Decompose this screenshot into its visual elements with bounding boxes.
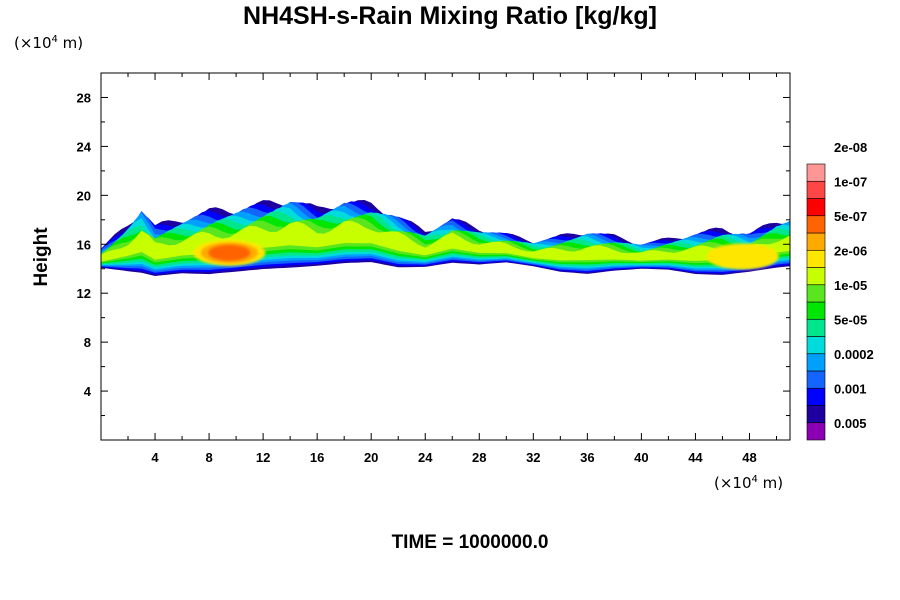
x-axis-ticks: 4 8 12 16 20 24 28 32 36 40 44 48 bbox=[127, 73, 777, 465]
colorbar-label-0: 0.005 bbox=[834, 416, 867, 431]
x-tick-label-6: 28 bbox=[472, 450, 486, 465]
time-footer: TIME = 1000000.0 bbox=[391, 532, 549, 553]
x-tick-label-9: 40 bbox=[634, 450, 648, 465]
colorbar-swatch-13 bbox=[806, 198, 826, 217]
x-tick-label-8: 36 bbox=[580, 450, 594, 465]
colorbar-label-1: 0.001 bbox=[834, 381, 867, 396]
x-axis-unit: (×104 m) bbox=[714, 474, 783, 492]
y-unit-suffix: m) bbox=[57, 34, 84, 52]
mixing-ratio-field bbox=[101, 200, 790, 276]
colorbar-swatch-5 bbox=[806, 336, 826, 355]
field-core-2-10 bbox=[706, 243, 779, 270]
chart-title: NH4SH-s-Rain Mixing Ratio [kg/kg] bbox=[243, 2, 657, 30]
y-axis-ticks: 4 8 12 16 20 24 28 bbox=[77, 90, 790, 417]
colorbar-swatch-7 bbox=[806, 301, 826, 320]
field-core-0-12 bbox=[208, 244, 251, 261]
x-tick-label-0: 4 bbox=[151, 450, 159, 465]
x-tick-label-10: 44 bbox=[688, 450, 703, 465]
colorbar-swatch-12 bbox=[806, 215, 826, 234]
colorbar-swatch-8 bbox=[806, 284, 826, 303]
plot-frame bbox=[100, 72, 791, 441]
colorbar-label-2: 0.0002 bbox=[834, 347, 874, 362]
y-tick-label-0: 4 bbox=[84, 384, 92, 399]
colorbar-label-7: 1e-07 bbox=[834, 174, 867, 189]
colorbar-swatch-14 bbox=[806, 180, 826, 199]
colorbar-swatch-0 bbox=[806, 422, 826, 441]
x-unit-prefix: (×10 bbox=[714, 474, 752, 492]
colorbar-label-4: 1e-05 bbox=[834, 278, 867, 293]
x-unit-suffix: m) bbox=[757, 474, 784, 492]
y-tick-label-5: 24 bbox=[77, 139, 92, 154]
x-tick-label-7: 32 bbox=[526, 450, 540, 465]
colorbar-label-6: 5e-07 bbox=[834, 209, 867, 224]
y-tick-label-1: 8 bbox=[84, 335, 91, 350]
colorbar-swatch-11 bbox=[806, 232, 826, 251]
y-tick-label-2: 12 bbox=[77, 286, 91, 301]
field-layer-8 bbox=[101, 220, 790, 262]
x-unit-exponent: 4 bbox=[751, 474, 758, 485]
colorbar-swatch-1 bbox=[806, 405, 826, 424]
colorbar-swatch-3 bbox=[806, 370, 826, 389]
colorbar-swatch-4 bbox=[806, 353, 826, 372]
colorbar-swatch-2 bbox=[806, 387, 826, 406]
colorbar-swatch-15 bbox=[806, 163, 826, 182]
colorbar: 0.005 0.001 0.0002 5e-05 1e-05 2e-06 5e-07 1e-0… bbox=[806, 140, 874, 441]
x-tick-label-11: 48 bbox=[742, 450, 756, 465]
colorbar-swatch-6 bbox=[806, 318, 826, 337]
x-tick-label-4: 20 bbox=[364, 450, 378, 465]
colorbar-label-3: 5e-05 bbox=[834, 312, 867, 327]
y-unit-exponent: 4 bbox=[51, 34, 58, 45]
x-tick-label-2: 12 bbox=[256, 450, 270, 465]
y-tick-label-3: 16 bbox=[77, 237, 91, 252]
x-tick-label-3: 16 bbox=[310, 450, 324, 465]
y-tick-label-4: 20 bbox=[77, 188, 91, 203]
x-tick-label-1: 8 bbox=[205, 450, 212, 465]
y-unit-prefix: (×10 bbox=[14, 34, 52, 52]
x-tick-label-5: 24 bbox=[418, 450, 433, 465]
colorbar-label-5: 2e-06 bbox=[834, 243, 867, 258]
colorbar-swatch-9 bbox=[806, 267, 826, 286]
y-axis-unit: (×104 m) bbox=[14, 34, 83, 52]
colorbar-swatch-10 bbox=[806, 249, 826, 268]
colorbar-label-8: 2e-08 bbox=[834, 140, 867, 155]
y-tick-label-6: 28 bbox=[77, 90, 91, 105]
